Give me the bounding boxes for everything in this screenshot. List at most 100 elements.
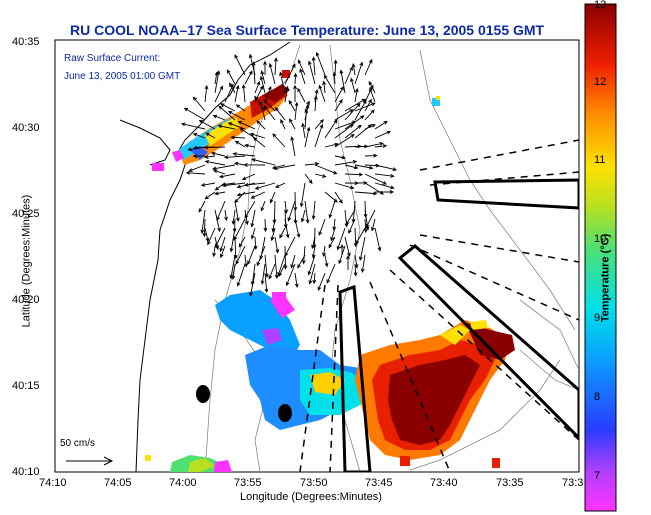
current-arrow bbox=[280, 118, 286, 130]
current-arrow bbox=[323, 74, 336, 94]
current-arrow bbox=[313, 95, 318, 112]
current-arrow bbox=[192, 132, 206, 139]
current-arrow bbox=[264, 272, 269, 294]
sst-patch-south bbox=[215, 290, 515, 468]
current-arrow bbox=[363, 218, 368, 234]
current-arrow bbox=[344, 124, 362, 139]
current-arrow bbox=[279, 71, 286, 94]
current-arrow bbox=[304, 162, 320, 166]
x-tick-label: 73:45 bbox=[365, 477, 393, 489]
y-tick-label: 40:30 bbox=[12, 122, 40, 134]
current-arrow bbox=[250, 227, 256, 240]
current-arrow bbox=[204, 191, 216, 200]
current-arrow bbox=[344, 236, 351, 257]
current-arrow bbox=[344, 66, 353, 85]
colorbar-tick: 9 bbox=[594, 312, 601, 324]
current-arrow bbox=[330, 227, 336, 242]
x-tick-label: 74:10 bbox=[39, 477, 67, 489]
marker-dot bbox=[278, 404, 292, 422]
current-arrow bbox=[234, 84, 240, 103]
current-arrow bbox=[304, 200, 310, 224]
current-arrow bbox=[259, 101, 266, 121]
current-arrow bbox=[334, 86, 344, 103]
colorbar-tick: 12 bbox=[594, 76, 607, 88]
current-arrow bbox=[198, 200, 206, 213]
current-arrow bbox=[268, 263, 276, 280]
current-arrow bbox=[344, 172, 364, 177]
current-arrow bbox=[250, 191, 266, 199]
current-arrow bbox=[364, 153, 378, 158]
current-arrow bbox=[213, 169, 226, 175]
current-arrow bbox=[270, 227, 276, 242]
current-arrow bbox=[328, 200, 336, 219]
current-arrow bbox=[188, 164, 206, 172]
current-arrow bbox=[231, 209, 236, 225]
current-arrow bbox=[207, 227, 216, 246]
current-arrow bbox=[254, 182, 276, 190]
current-arrow bbox=[297, 254, 306, 269]
current-arrow bbox=[230, 135, 246, 140]
current-arrow bbox=[315, 51, 326, 76]
map-title: RU COOL NOAA–17 Sea Surface Temperature:… bbox=[70, 22, 545, 38]
current-arrow bbox=[297, 87, 306, 103]
current-arrow bbox=[336, 227, 346, 251]
current-arrow bbox=[214, 209, 221, 233]
current-arrow bbox=[324, 119, 338, 139]
y-tick-label: 40:35 bbox=[12, 36, 40, 48]
current-arrow bbox=[239, 128, 256, 139]
current-arrow bbox=[264, 254, 269, 278]
current-arrow bbox=[263, 105, 276, 121]
current-arrow bbox=[374, 173, 395, 178]
current-arrow bbox=[249, 272, 256, 297]
current-arrow bbox=[328, 236, 336, 249]
current-arrow bbox=[204, 155, 216, 159]
colorbar-label: Temperature (°C) bbox=[599, 233, 612, 323]
current-arrow bbox=[227, 111, 246, 121]
current-arrow bbox=[374, 227, 382, 252]
current-arrow bbox=[364, 98, 372, 112]
current-arrow bbox=[354, 254, 359, 269]
current-arrow bbox=[345, 209, 356, 226]
scale-arrow-label: 50 cm/s bbox=[60, 438, 96, 449]
current-arrow bbox=[254, 80, 261, 94]
current-arrow bbox=[200, 182, 216, 187]
current-arrow bbox=[334, 134, 355, 148]
current-arrow bbox=[344, 102, 361, 121]
current-arrow bbox=[294, 101, 299, 121]
current-arrow bbox=[278, 263, 286, 277]
current-arrow bbox=[293, 72, 298, 85]
current-arrow bbox=[348, 218, 356, 234]
current-arrow bbox=[220, 103, 236, 112]
survey-box-2 bbox=[338, 284, 372, 472]
current-arrow bbox=[204, 84, 209, 103]
marker-dot bbox=[196, 385, 210, 403]
y-tick-label: 40:25 bbox=[12, 208, 40, 220]
current-arrow bbox=[234, 200, 240, 222]
current-arrow bbox=[354, 87, 359, 103]
colorbar-tick: 10 bbox=[594, 233, 607, 245]
current-arrow bbox=[252, 137, 266, 148]
current-arrow bbox=[210, 151, 226, 157]
current-arrow bbox=[304, 126, 311, 148]
current-arrow bbox=[244, 70, 253, 85]
current-arrow bbox=[314, 123, 324, 148]
current-arrow bbox=[297, 59, 306, 76]
current-arrow bbox=[324, 142, 339, 148]
current-arrow bbox=[263, 60, 267, 76]
current-arrow bbox=[284, 85, 289, 103]
bathymetry-contour-3 bbox=[409, 49, 576, 471]
current-arrow bbox=[364, 142, 384, 148]
x-tick-label: 74:00 bbox=[169, 477, 197, 489]
current-arrow bbox=[251, 61, 256, 85]
scale-arrow bbox=[66, 456, 114, 466]
current-arrow bbox=[364, 173, 388, 185]
current-arrow bbox=[274, 182, 286, 188]
current-arrow bbox=[360, 254, 366, 274]
colorbar-tick: 8 bbox=[594, 391, 601, 403]
current-arrow bbox=[334, 98, 343, 112]
current-arrow bbox=[229, 227, 236, 253]
current-arrow bbox=[287, 200, 296, 222]
current-arrow bbox=[250, 209, 256, 228]
current-arrow bbox=[227, 122, 246, 130]
